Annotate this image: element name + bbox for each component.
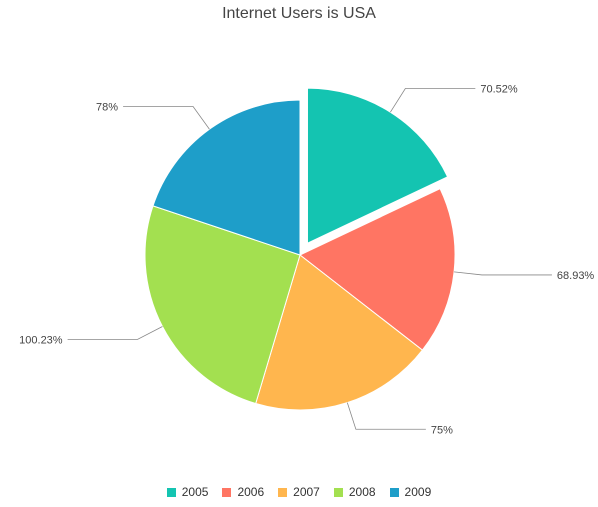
label-connector-2006 xyxy=(454,271,552,276)
label-connector-2008 xyxy=(67,326,163,340)
legend-swatch-2007 xyxy=(278,487,288,497)
legend-item-2009[interactable]: 2009 xyxy=(389,485,432,499)
data-label-2009: 78% xyxy=(96,101,118,113)
legend-item-2005[interactable]: 2005 xyxy=(166,485,209,499)
legend-swatch-2009 xyxy=(389,487,399,497)
data-label-2008: 100.23% xyxy=(19,334,63,346)
label-connector-2009 xyxy=(123,106,210,130)
legend-label-2008: 2008 xyxy=(348,485,376,499)
data-label-2005: 70.52% xyxy=(480,84,518,96)
legend-item-2006[interactable]: 2006 xyxy=(222,485,264,499)
legend-label-2009: 2009 xyxy=(404,485,432,499)
label-connector-2007 xyxy=(346,402,426,430)
pie-slice-2005[interactable] xyxy=(306,87,449,244)
chart-legend: 2005 2006 2007 2008 2009 xyxy=(0,485,598,499)
legend-swatch-2006 xyxy=(222,487,232,497)
legend-swatch-2005 xyxy=(166,487,176,497)
data-label-2007: 75% xyxy=(431,424,453,436)
legend-item-2008[interactable]: 2008 xyxy=(333,485,376,499)
legend-label-2006: 2006 xyxy=(237,485,265,499)
legend-item-2007[interactable]: 2007 xyxy=(278,485,320,499)
pie-slice-2009[interactable] xyxy=(152,99,301,256)
pie-slice-2006[interactable] xyxy=(299,187,456,351)
legend-label-2007: 2007 xyxy=(293,485,320,499)
chart-title: Internet Users is USA xyxy=(222,5,376,22)
legend-swatch-2008 xyxy=(333,487,343,497)
legend-label-2005: 2005 xyxy=(181,485,209,499)
data-label-2006: 68.93% xyxy=(557,270,595,282)
label-connector-2005 xyxy=(390,88,476,113)
